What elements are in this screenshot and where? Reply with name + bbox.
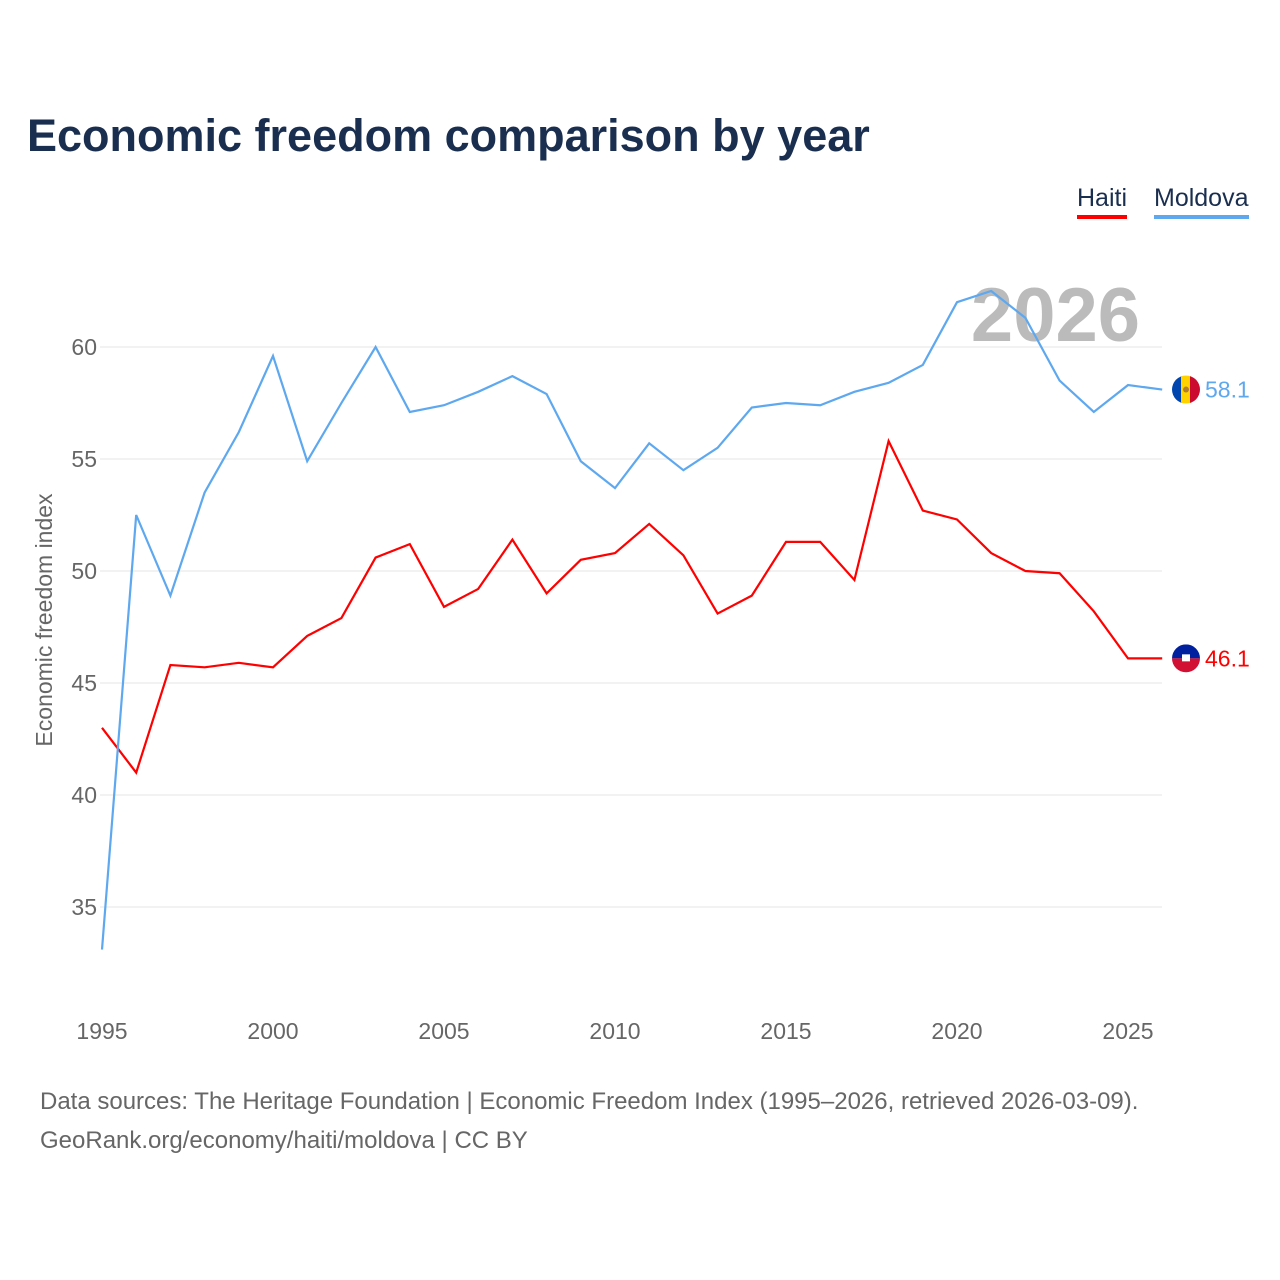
source-line: Data sources: The Heritage Foundation | …: [40, 1088, 1139, 1115]
y-tick-label: 45: [71, 670, 97, 696]
flag-haiti-icon: [1172, 644, 1200, 673]
year-watermark: 2026: [971, 273, 1140, 358]
chart-title: Economic freedom comparison by year: [27, 110, 870, 161]
y-tick-label: 60: [71, 334, 97, 360]
y-tick-label: 40: [71, 782, 97, 808]
x-tick-label: 2005: [418, 1018, 469, 1044]
x-tick-label: 2000: [247, 1018, 298, 1044]
x-tick-label: 2015: [760, 1018, 811, 1044]
x-tick-label: 2025: [1102, 1018, 1153, 1044]
legend-moldova[interactable]: Moldova: [1154, 184, 1249, 219]
series-line-haiti: [101, 437, 1163, 775]
end-value-label: 58.1: [1205, 377, 1250, 403]
x-tick-label: 1995: [76, 1018, 127, 1044]
series-line-moldova: [100, 289, 1163, 950]
x-tick-label: 2020: [931, 1018, 982, 1044]
end-value-label: 46.1: [1205, 645, 1250, 671]
source-link[interactable]: GeoRank.org/economy/haiti/moldova | CC B…: [40, 1127, 528, 1154]
y-tick-label: 50: [71, 558, 97, 584]
legend-haiti[interactable]: Haiti: [1077, 184, 1128, 219]
flag-moldova-icon: [1172, 375, 1200, 404]
y-tick-label: 55: [71, 446, 97, 472]
y-axis-label: Economic freedom index: [31, 493, 57, 747]
x-tick-label: 2010: [589, 1018, 640, 1044]
y-tick-label: 35: [71, 894, 97, 920]
